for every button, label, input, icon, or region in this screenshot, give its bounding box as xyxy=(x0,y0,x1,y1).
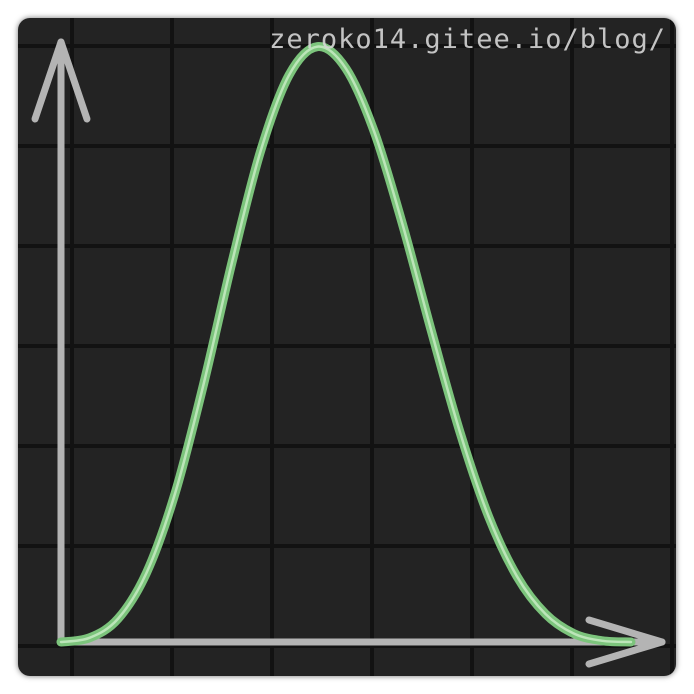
x-axis-arrowhead xyxy=(585,616,666,668)
grid xyxy=(18,18,676,676)
axes xyxy=(31,38,666,668)
series-line-highlight xyxy=(59,45,633,644)
chart-frame: zeroko14.gitee.io/blog/ xyxy=(18,18,676,676)
series-layer xyxy=(56,42,636,647)
watermark-text: zeroko14.gitee.io/blog/ xyxy=(269,24,666,55)
y-axis-arrowhead xyxy=(31,38,91,123)
distribution-chart xyxy=(18,18,676,676)
